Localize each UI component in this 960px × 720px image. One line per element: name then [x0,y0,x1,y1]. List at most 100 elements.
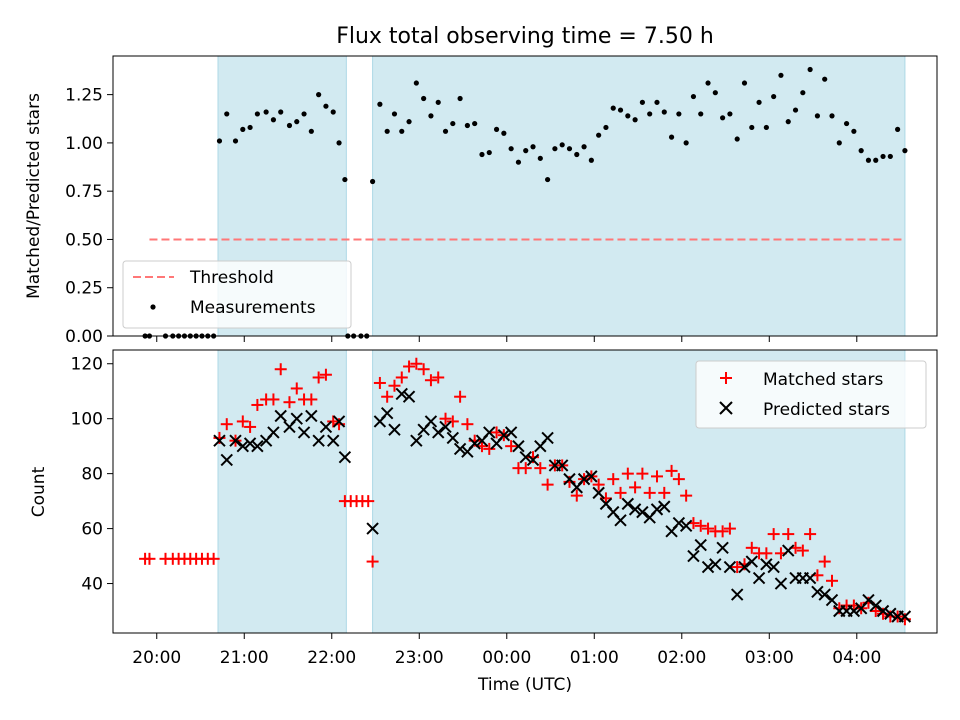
measurement-point [596,132,602,138]
matched-star-point [395,371,408,384]
matched-star-point [825,574,838,587]
matched-star-point [804,528,817,541]
measurement-point [668,134,675,140]
legend-predicted-swatch [719,401,733,415]
measurement-point [807,66,813,73]
predicted-star-point [818,588,831,601]
predicted-star-point [446,431,460,445]
predicted-star-point [312,434,325,447]
matched-star-point [658,486,671,499]
measurement-point [508,146,514,152]
measurement-point [537,155,543,161]
xtick-label: 04:00 [832,648,881,668]
matched-star-point [650,470,663,483]
matched-star-point [388,379,401,392]
matched-star-point [236,415,249,428]
measurement-point [278,109,284,115]
measurement-point [698,111,704,117]
measurement-point [308,128,314,134]
predicted-star-point [439,420,452,434]
measurement-point [727,111,733,117]
measurement-point [588,157,594,163]
matched-star-point [599,492,612,505]
predicted-star-point [825,593,839,607]
matched-star-point [570,489,583,502]
matched-star-point [305,393,318,406]
measurement-point [895,126,901,132]
measurement-point [377,101,383,107]
predicted-star-point [694,538,707,552]
predicted-star-point [213,434,226,447]
predicted-star-point [274,409,287,423]
measurement-point [771,93,777,100]
legend-measurements-swatch [150,304,156,310]
predicted-star-point [650,503,664,516]
predicted-star-point [898,610,912,623]
measurement-point [574,151,580,158]
matched-star-point [483,442,496,455]
predicted-star-point [483,426,496,439]
measurement-point [843,120,850,127]
predicted-star-point [297,426,311,439]
matched-star-point [702,522,715,535]
matched-star-point [417,363,430,376]
matched-star-point [366,555,379,568]
matched-star-point [760,547,773,560]
measurement-point [654,99,660,105]
measurement-point [442,128,449,134]
predicted-star-point [767,560,780,574]
matched-star-point [403,360,416,373]
measurement-point [336,140,342,146]
measurement-point [814,113,821,119]
measurement-point [286,122,293,129]
measurement-point [566,146,573,152]
predicted-star-point [847,604,861,618]
predicted-star-point [555,459,569,472]
bottom-observing-window [217,349,347,634]
predicted-star-point [512,439,525,453]
matched-star-point [274,363,287,376]
top-panel: 0.00 0.25 0.50 0.75 1.00 1.25 Matched/Predict… [24,55,938,347]
measurement-point [486,149,492,156]
matched-star-point [672,473,685,486]
measurement-point [617,107,624,113]
bottom-axes-frame [112,349,938,634]
measurement-point [330,109,336,115]
measurement-point [413,80,419,86]
predicted-star-point [305,409,318,423]
matched-star-point [636,467,649,480]
predicted-star-point [541,431,554,445]
measurement-point [690,93,697,100]
bottom-xlabel: Time (UTC) [477,675,572,695]
predicted-star-point [267,426,280,439]
matched-star-point [207,552,220,565]
matched-star-point [220,418,233,431]
predicted-star-point [738,560,751,574]
predicted-star-point [679,519,693,533]
predicted-star-point [380,406,394,420]
matched-star-point [283,396,296,409]
measurement-point [749,124,755,131]
matched-star-point [424,374,437,387]
matched-star-point [534,462,547,475]
predicted-star-point [504,426,518,439]
matched-star-point [665,464,678,477]
predicted-star-point [251,439,264,453]
measurement-point [683,140,689,146]
legend-matched-swatch [720,372,732,384]
measurement-point [254,111,260,117]
xtick-label: 03:00 [745,648,794,668]
predicted-star-point [432,426,445,439]
measurement-point [610,105,616,111]
measurement-point [406,119,412,125]
predicted-star-point [730,588,744,601]
predicted-star-point [388,423,401,436]
matched-star-point [290,382,303,395]
matched-star-point [454,390,467,403]
legend-predicted-label: Predicted stars [763,400,890,420]
predicted-star-point [592,486,605,500]
legend-measurements-label: Measurements [190,298,316,318]
matched-star-point [410,357,423,370]
matched-star-point [723,522,736,535]
measurement-point [530,144,536,150]
